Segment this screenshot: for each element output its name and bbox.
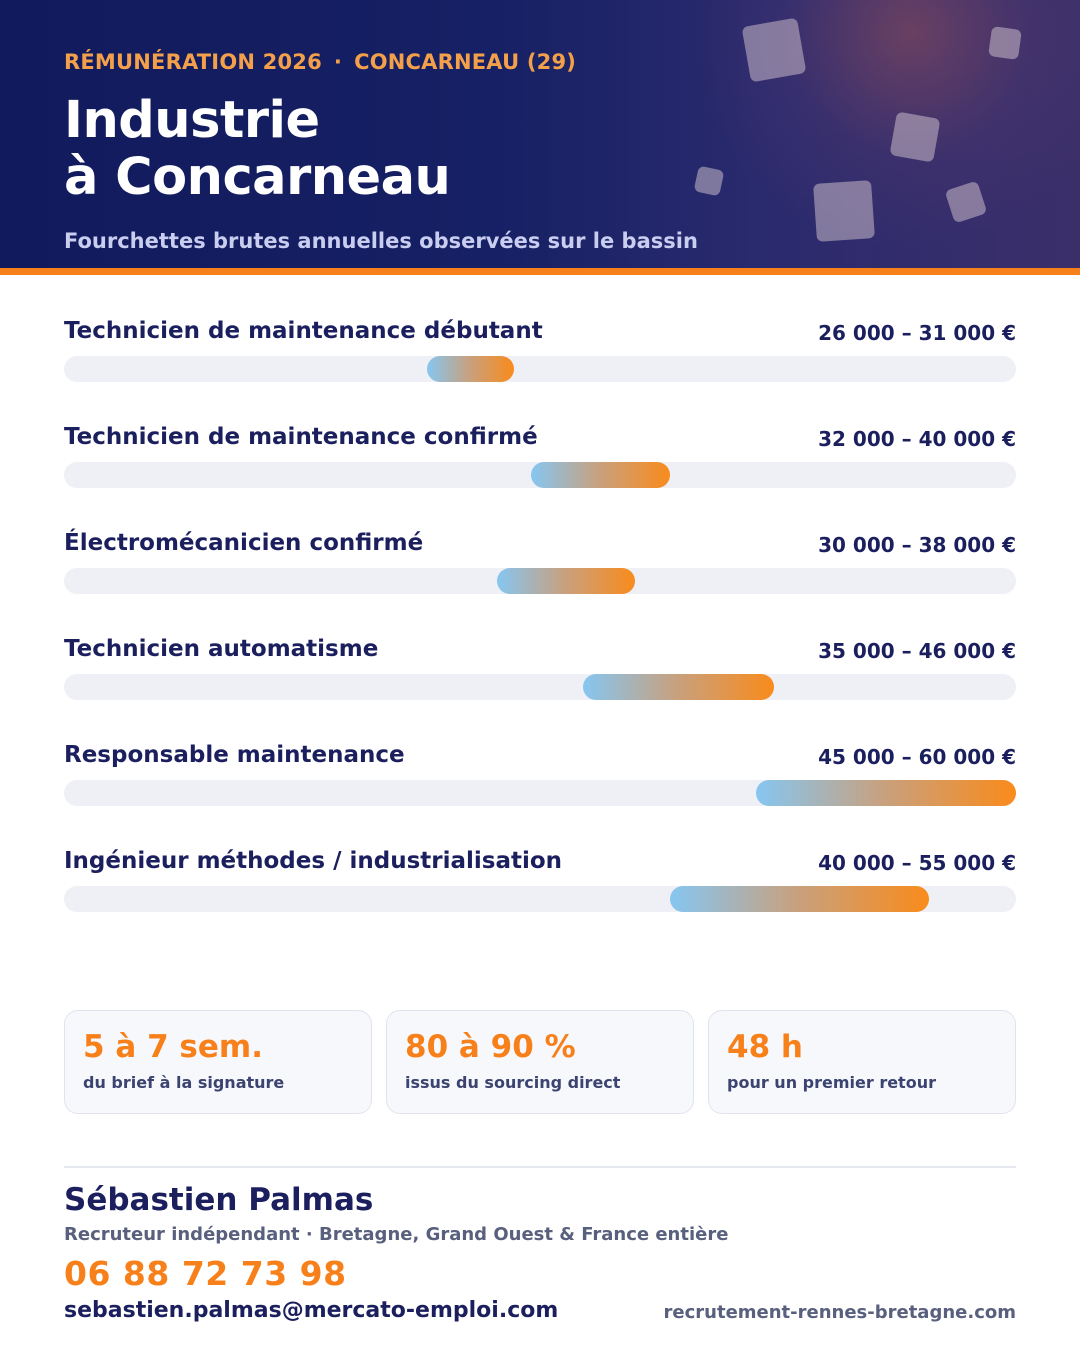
- job-title-label: Technicien de maintenance confirmé: [64, 424, 538, 450]
- job-title-label: Technicien de maintenance débutant: [64, 318, 543, 344]
- salary-range-label: 40 000 – 55 000 €: [818, 851, 1016, 875]
- range-track: [64, 356, 1016, 382]
- range-bar: [756, 780, 1016, 806]
- website-link[interactable]: recrutement-rennes-bretagne.com: [663, 1302, 1016, 1323]
- stat-card-response: 48 h pour un premier retour: [708, 1010, 1016, 1114]
- decorative-square: [693, 165, 725, 197]
- page-subtitle: Fourchettes brutes annuelles observées s…: [64, 229, 698, 253]
- decorative-square: [813, 180, 875, 242]
- range-track: [64, 462, 1016, 488]
- title-line-2: à Concarneau: [64, 148, 451, 207]
- header-banner: RÉMUNÉRATION 2026 · CONCARNEAU (29) Indust…: [0, 0, 1080, 268]
- salary-row: Technicien de maintenance débutant 26 00…: [64, 318, 1016, 388]
- job-title-label: Responsable maintenance: [64, 742, 405, 768]
- divider: [64, 1166, 1016, 1168]
- eyebrow-label: RÉMUNÉRATION 2026 · CONCARNEAU (29): [64, 50, 576, 74]
- stat-card-delay: 5 à 7 sem. du brief à la signature: [64, 1010, 372, 1114]
- decorative-square: [988, 26, 1022, 60]
- page-title: Industrie à Concarneau: [64, 91, 451, 207]
- salary-range-label: 35 000 – 46 000 €: [818, 639, 1016, 663]
- salary-row: Responsable maintenance 45 000 – 60 000 …: [64, 742, 1016, 812]
- title-line-1: Industrie: [64, 91, 320, 150]
- salary-range-label: 30 000 – 38 000 €: [818, 533, 1016, 557]
- salary-range-label: 45 000 – 60 000 €: [818, 745, 1016, 769]
- range-track: [64, 568, 1016, 594]
- job-title-label: Technicien automatisme: [64, 636, 379, 662]
- stat-label: pour un premier retour: [727, 1073, 936, 1092]
- stat-value: 5 à 7 sem.: [83, 1029, 263, 1065]
- eyebrow-year: RÉMUNÉRATION 2026: [64, 50, 322, 74]
- salary-row: Technicien de maintenance confirmé 32 00…: [64, 424, 1016, 494]
- range-track: [64, 780, 1016, 806]
- contact-phone-link[interactable]: 06 88 72 73 98: [64, 1254, 347, 1293]
- stat-label: du brief à la signature: [83, 1073, 285, 1092]
- range-bar: [427, 356, 515, 382]
- salary-row: Technicien automatisme 35 000 – 46 000 €: [64, 636, 1016, 706]
- range-bar: [583, 674, 774, 700]
- job-title-label: Ingénieur méthodes / industrialisation: [64, 848, 563, 874]
- stat-value: 80 à 90 %: [405, 1029, 576, 1065]
- salary-range-label: 26 000 – 31 000 €: [818, 321, 1016, 345]
- stat-value: 48 h: [727, 1029, 804, 1065]
- eyebrow-separator: ·: [333, 50, 343, 74]
- decorative-square: [889, 111, 941, 163]
- stat-card-sourcing: 80 à 90 % issus du sourcing direct: [386, 1010, 694, 1114]
- range-track: [64, 886, 1016, 912]
- decorative-square: [944, 180, 988, 224]
- range-bar: [496, 568, 636, 594]
- decorative-square: [741, 17, 807, 83]
- salary-range-label: 32 000 – 40 000 €: [818, 427, 1016, 451]
- eyebrow-location: CONCARNEAU (29): [354, 50, 577, 74]
- contact-role: Recruteur indépendant · Bretagne, Grand …: [64, 1224, 729, 1245]
- salary-row: Électromécanicien confirmé 30 000 – 38 0…: [64, 530, 1016, 600]
- range-bar: [531, 462, 670, 488]
- job-title-label: Électromécanicien confirmé: [64, 530, 424, 556]
- contact-email-link[interactable]: sebastien.palmas@mercato-emploi.com: [64, 1298, 559, 1323]
- contact-name: Sébastien Palmas: [64, 1182, 374, 1218]
- range-track: [64, 674, 1016, 700]
- salary-row: Ingénieur méthodes / industrialisation 4…: [64, 848, 1016, 918]
- header-accent-bar: [0, 268, 1080, 275]
- range-bar: [669, 886, 930, 912]
- stat-label: issus du sourcing direct: [405, 1073, 621, 1092]
